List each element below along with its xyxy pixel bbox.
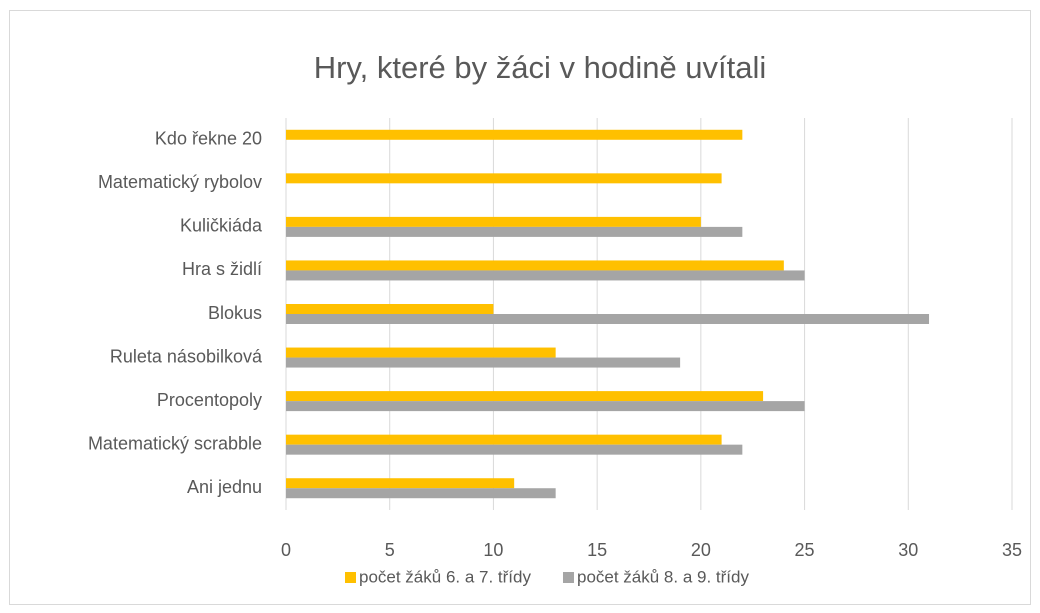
chart-title: Hry, které by žáci v hodině uvítali	[314, 50, 767, 85]
bar	[286, 434, 722, 445]
category-label: Procentopoly	[157, 390, 262, 410]
bar	[286, 401, 805, 412]
category-label: Kdo řekne 20	[155, 129, 262, 149]
bar	[286, 444, 743, 455]
category-label: Kuličkiáda	[180, 216, 263, 236]
bar	[286, 304, 494, 314]
bar	[286, 357, 681, 368]
x-tick-label: 30	[898, 540, 918, 560]
bar	[286, 488, 556, 499]
bar	[286, 391, 764, 402]
x-tick-label: 35	[1002, 540, 1022, 560]
x-tick-label: 5	[385, 540, 395, 560]
category-label: Matematický scrabble	[88, 433, 262, 453]
bar	[286, 347, 556, 358]
legend-swatch	[562, 572, 574, 583]
legend-label: počet žáků 8. a 9. třídy	[577, 567, 749, 586]
x-tick-label: 15	[587, 540, 607, 560]
bar	[286, 260, 784, 271]
bar	[286, 270, 805, 281]
category-label: Ruleta násobilková	[110, 346, 263, 366]
bar	[286, 226, 743, 237]
bar	[286, 314, 930, 324]
bar	[286, 129, 743, 140]
x-tick-label: 20	[691, 540, 711, 560]
bar	[286, 216, 701, 227]
x-tick-label: 0	[281, 540, 291, 560]
legend-label: počet žáků 6. a 7. třídy	[359, 567, 531, 586]
bar	[286, 478, 515, 489]
x-tick-label: 10	[483, 540, 503, 560]
bar	[286, 173, 722, 184]
x-tick-label: 25	[795, 540, 815, 560]
category-label: Ani jednu	[187, 477, 262, 497]
category-label: Hra s židlí	[182, 259, 262, 279]
legend-swatch	[345, 572, 356, 583]
category-label: Blokus	[208, 303, 262, 323]
category-label: Matematický rybolov	[98, 172, 262, 192]
chart-frame	[9, 10, 1031, 605]
